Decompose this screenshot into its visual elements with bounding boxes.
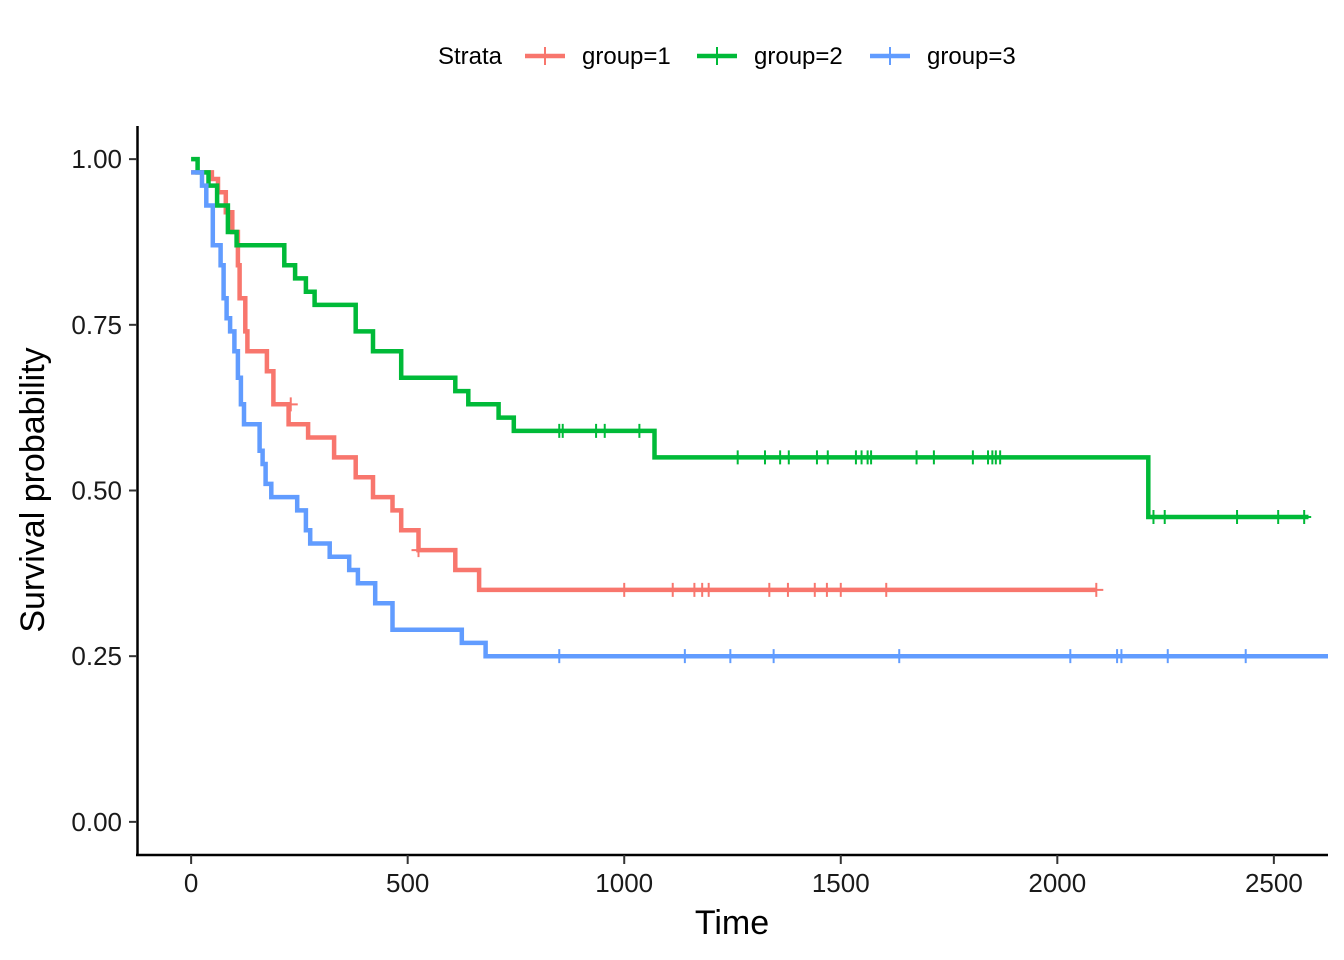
censor-mark	[820, 450, 835, 465]
y-tick-label: 0.00	[71, 807, 122, 837]
legend-label-group-3: group=3	[927, 43, 1016, 70]
censor-mark	[993, 450, 1008, 465]
censor-mark	[892, 649, 907, 664]
x-tick-label: 1000	[595, 868, 653, 898]
y-tick-label: 0.75	[71, 310, 122, 340]
censor-mark	[555, 423, 570, 438]
censor-mark	[617, 582, 632, 597]
series-layer	[191, 156, 1328, 659]
x-tick-label: 2000	[1028, 868, 1086, 898]
censor-mark	[701, 582, 716, 597]
censor-mark	[1114, 649, 1129, 664]
censor-mark	[766, 649, 781, 664]
censor-mark	[677, 649, 692, 664]
y-axis-title: Survival probability	[14, 347, 52, 632]
x-ticks: 0 500 1000 1500 2000 2500	[184, 855, 1303, 898]
y-tick-label: 0.50	[71, 476, 122, 506]
censor-mark	[926, 450, 941, 465]
legend-label-group-2: group=2	[754, 43, 843, 70]
censor-mark	[909, 450, 924, 465]
censor-mark	[807, 582, 822, 597]
censor-mark	[879, 582, 894, 597]
survival-curve-group-1	[191, 170, 1097, 593]
censor-mark	[1297, 510, 1312, 525]
censor-mark	[552, 649, 567, 664]
censor-mark	[1271, 510, 1286, 525]
censor-mark	[762, 582, 777, 597]
censor-mark	[730, 450, 745, 465]
censor-mark	[1157, 510, 1172, 525]
x-tick-label: 2500	[1245, 868, 1303, 898]
censor-mark	[1238, 649, 1253, 664]
censor-mark	[632, 423, 647, 438]
y-tick-label: 0.25	[71, 641, 122, 671]
censor-mark	[665, 582, 680, 597]
y-ticks: 0.00 0.25 0.50 0.75 1.00	[71, 144, 137, 837]
censor-marks	[283, 397, 1312, 664]
legend-title: Strata	[438, 43, 503, 70]
censor-mark	[1089, 582, 1104, 597]
censor-mark	[864, 450, 879, 465]
censor-mark	[781, 450, 796, 465]
x-tick-label: 500	[386, 868, 429, 898]
x-tick-label: 0	[184, 868, 198, 898]
censor-mark	[780, 582, 795, 597]
censor-mark	[283, 397, 298, 412]
x-tick-label: 1500	[812, 868, 870, 898]
censor-mark	[819, 582, 834, 597]
plot-panel	[191, 156, 1328, 664]
x-axis-title: Time	[695, 904, 769, 942]
survival-curve-group-3	[191, 170, 1328, 659]
censor-mark	[1230, 510, 1245, 525]
legend-label-group-1: group=1	[582, 43, 671, 70]
censor-mark	[411, 543, 426, 558]
censor-mark	[723, 649, 738, 664]
censor-mark	[965, 450, 980, 465]
censor-mark	[1160, 649, 1175, 664]
survival-curve-group-2	[191, 156, 1309, 520]
censor-mark	[833, 582, 848, 597]
axes: 0 500 1000 1500 2000 2500 0.00 0.25 0.50 0.75 1.0…	[14, 126, 1328, 942]
censor-mark	[597, 423, 612, 438]
censor-mark	[757, 450, 772, 465]
legend: Strata group=1 group=2 group=3	[438, 43, 1016, 70]
y-tick-label: 1.00	[71, 144, 122, 174]
censor-mark	[1063, 649, 1078, 664]
